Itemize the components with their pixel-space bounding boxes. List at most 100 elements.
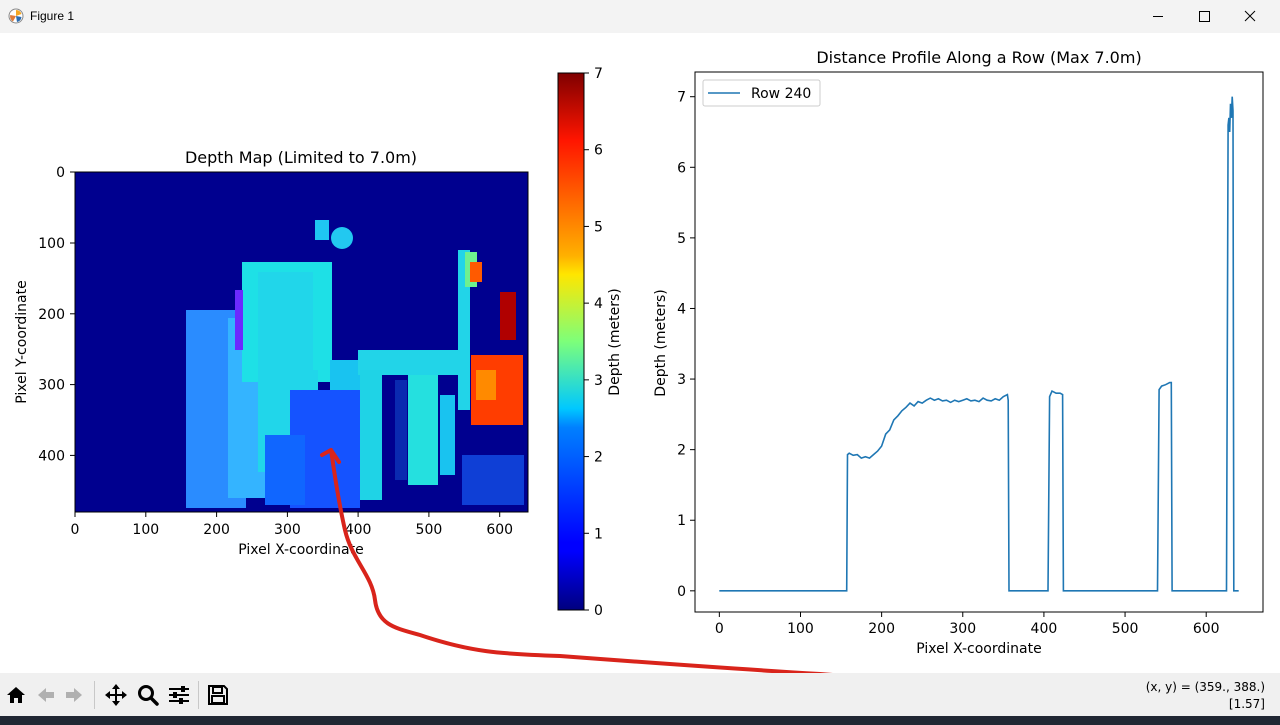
svg-text:1: 1	[677, 513, 686, 529]
svg-text:0: 0	[71, 522, 80, 538]
depth-map-yticks: 0 100 200 300 400	[38, 165, 75, 464]
profile-ytick: 5	[677, 231, 695, 247]
svg-text:4: 4	[594, 296, 603, 312]
cursor-pixel-value: [1.57]	[1228, 697, 1265, 711]
toolbar-separator	[198, 681, 199, 709]
navigation-toolbar	[0, 673, 1280, 716]
svg-text:100: 100	[787, 621, 814, 637]
profile-xtick: 0	[715, 612, 724, 637]
depth-xtick: 600	[486, 512, 513, 538]
profile-xtick: 600	[1193, 612, 1220, 637]
depth-xtick: 0	[71, 512, 80, 538]
colorbar-tick: 2	[584, 450, 603, 466]
depth-xtick: 100	[132, 512, 159, 538]
svg-text:100: 100	[132, 522, 159, 538]
svg-text:400: 400	[1031, 621, 1058, 637]
svg-text:2: 2	[594, 450, 603, 466]
save-icon[interactable]	[206, 683, 230, 707]
svg-text:6: 6	[594, 143, 603, 159]
configure-icon[interactable]	[167, 683, 191, 707]
colorbar-tick: 7	[584, 66, 603, 82]
row-240-series-line	[719, 96, 1239, 592]
svg-text:0: 0	[56, 165, 65, 181]
pan-icon[interactable]	[104, 683, 128, 707]
colorbar-tick: 1	[584, 526, 603, 542]
profile-legend: Row 240	[702, 79, 821, 107]
svg-text:200: 200	[203, 522, 230, 538]
svg-text:200: 200	[38, 307, 65, 323]
depth-xtick: 200	[203, 512, 230, 538]
colorbar	[557, 72, 585, 611]
profile-ytick: 4	[677, 301, 695, 317]
legend-label: Row 240	[751, 86, 811, 102]
minimize-icon[interactable]	[1135, 0, 1181, 33]
profile-ylabel: Depth (meters)	[653, 289, 669, 396]
colorbar-tick: 6	[584, 143, 603, 159]
depth-ytick: 0	[56, 165, 75, 181]
profile-xtick: 300	[949, 612, 976, 637]
maximize-icon[interactable]	[1181, 0, 1227, 33]
depth-map-xlabel: Pixel X-coordinate	[238, 542, 363, 558]
back-icon[interactable]	[34, 683, 58, 707]
toolbar-separator	[94, 681, 95, 709]
figure-svg: Depth Map (Limited to 7.0m)	[14, 48, 1264, 709]
colorbar-ticks: 0 1 2 3 4 5 6 7	[584, 66, 603, 619]
home-icon[interactable]	[4, 683, 28, 707]
svg-text:6: 6	[677, 160, 686, 176]
svg-text:5: 5	[677, 231, 686, 247]
profile-xtick: 400	[1031, 612, 1058, 637]
svg-text:300: 300	[38, 378, 65, 394]
cursor-coordinates: (x, y) = (359., 388.)	[1145, 680, 1265, 694]
depth-map-xticks: 0 100 200 300 400 500 600	[71, 512, 513, 538]
svg-text:600: 600	[1193, 621, 1220, 637]
depth-map-ylabel: Pixel Y-coordinate	[14, 280, 30, 403]
profile-xtick: 500	[1112, 612, 1139, 637]
figure-canvas[interactable]: Depth Map (Limited to 7.0m)	[0, 33, 1280, 709]
svg-text:3: 3	[677, 372, 686, 388]
profile-chart-title: Distance Profile Along a Row (Max 7.0m)	[816, 48, 1141, 67]
profile-xtick: 100	[787, 612, 814, 637]
profile-ytick: 6	[677, 160, 695, 176]
svg-text:0: 0	[594, 603, 603, 619]
profile-xticks: 0 100 200 300 400 500 600	[715, 612, 1220, 637]
svg-text:200: 200	[868, 621, 895, 637]
forward-icon[interactable]	[62, 683, 86, 707]
profile-ytick: 7	[677, 90, 695, 106]
depth-map-frame	[74, 171, 529, 513]
profile-ytick: 3	[677, 372, 695, 388]
svg-text:500: 500	[416, 522, 443, 538]
svg-text:1: 1	[594, 526, 603, 542]
colorbar-label: Depth (meters)	[607, 288, 623, 395]
svg-text:5: 5	[594, 219, 603, 235]
colorbar-tick: 4	[584, 296, 603, 312]
svg-text:7: 7	[594, 66, 603, 82]
depth-xtick: 300	[274, 512, 301, 538]
matplotlib-app-icon	[8, 8, 24, 24]
close-icon[interactable]	[1227, 0, 1273, 33]
svg-text:300: 300	[949, 621, 976, 637]
legend-box	[702, 79, 821, 107]
svg-text:100: 100	[38, 236, 65, 252]
svg-text:400: 400	[38, 448, 65, 464]
window-title: Figure 1	[30, 9, 75, 23]
svg-text:300: 300	[274, 522, 301, 538]
profile-yticks: 0 1 2 3 4 5 6 7	[677, 90, 695, 600]
window-titlebar: Figure 1	[0, 0, 1280, 33]
depth-ytick: 200	[38, 307, 75, 323]
depth-map-image	[75, 172, 528, 512]
depth-ytick: 100	[38, 236, 75, 252]
svg-text:600: 600	[486, 522, 513, 538]
svg-text:2: 2	[677, 443, 686, 459]
svg-text:0: 0	[715, 621, 724, 637]
colorbar-tick: 0	[584, 603, 603, 619]
svg-text:500: 500	[1112, 621, 1139, 637]
profile-xlabel: Pixel X-coordinate	[916, 641, 1041, 657]
colorbar-tick: 5	[584, 219, 603, 235]
svg-text:3: 3	[594, 373, 603, 389]
depth-ytick: 300	[38, 378, 75, 394]
profile-ytick: 2	[677, 443, 695, 459]
depth-xtick: 400	[345, 512, 372, 538]
svg-text:400: 400	[345, 522, 372, 538]
depth-map-title: Depth Map (Limited to 7.0m)	[185, 148, 417, 167]
zoom-icon[interactable]	[136, 683, 160, 707]
